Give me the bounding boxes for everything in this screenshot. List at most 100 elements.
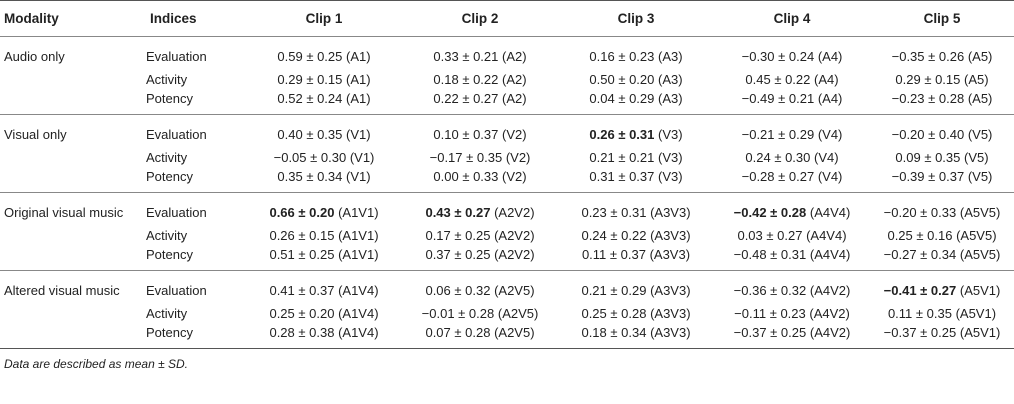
value-cell-clip-1: 0.28 ± 0.38 (A1V4) [246, 325, 402, 349]
mean-sd-value: 0.11 ± 0.35 [887, 306, 952, 321]
index-label: Potency [146, 169, 246, 193]
index-label: Potency [146, 247, 246, 271]
value-cell-clip-5: −0.35 ± 0.26 (A5) [870, 37, 1014, 69]
value-cell-clip-5: 0.11 ± 0.35 (A5V1) [870, 302, 1014, 325]
mean-sd-value: −0.27 ± 0.34 [883, 247, 957, 262]
mean-sd-value: 0.10 ± 0.37 [433, 127, 499, 142]
table-footnote: Data are described as mean ± SD. [4, 357, 189, 371]
value-cell-clip-1: 0.51 ± 0.25 (A1V1) [246, 247, 402, 271]
stimulus-code: (V3) [658, 150, 683, 165]
value-cell-clip-1: 0.66 ± 0.20 (A1V1) [246, 193, 402, 225]
stimulus-code: (V1) [349, 150, 375, 165]
value-cell-clip-5: 0.25 ± 0.16 (A5V5) [870, 224, 1014, 247]
stimulus-code: (V2) [502, 127, 527, 142]
table-row: Activity 0.29 ± 0.15 (A1) 0.18 ± 0.22 (A2)… [0, 68, 1014, 91]
mean-sd-value: 0.40 ± 0.35 [277, 127, 343, 142]
stimulus-code: (A3V3) [650, 283, 691, 298]
results-table: Modality Indices Clip 1 Clip 2 Clip 3 Cl… [0, 0, 1014, 349]
value-cell-clip-4: −0.28 ± 0.27 (V4) [714, 169, 870, 193]
stimulus-code: (V5) [967, 169, 993, 184]
stimulus-code: (A2V2) [494, 247, 535, 262]
value-cell-clip-4: −0.37 ± 0.25 (A4V2) [714, 325, 870, 349]
value-cell-clip-5: −0.37 ± 0.25 (A5V1) [870, 325, 1014, 349]
table-row: Potency 0.51 ± 0.25 (A1V1) 0.37 ± 0.25 (A2… [0, 247, 1014, 271]
stimulus-code: (A4V4) [809, 205, 851, 220]
stimulus-code: (A4) [817, 91, 843, 106]
value-cell-clip-5: −0.27 ± 0.34 (A5V5) [870, 247, 1014, 271]
value-cell-clip-3: 0.11 ± 0.37 (A3V3) [558, 247, 714, 271]
value-cell-clip-4: 0.45 ± 0.22 (A4) [714, 68, 870, 91]
modality-empty-cell [0, 68, 146, 91]
value-cell-clip-1: 0.26 ± 0.15 (A1V1) [246, 224, 402, 247]
mean-sd-value: 0.24 ± 0.30 [745, 150, 811, 165]
header-clip-1: Clip 1 [246, 0, 402, 37]
value-cell-clip-2: 0.07 ± 0.28 (A2V5) [402, 325, 558, 349]
table-row: Potency 0.52 ± 0.24 (A1) 0.22 ± 0.27 (A2) 0… [0, 91, 1014, 115]
stimulus-code: (A2) [502, 49, 527, 64]
value-cell-clip-5: 0.29 ± 0.15 (A5) [870, 68, 1014, 91]
mean-sd-value: 0.50 ± 0.20 [589, 72, 655, 87]
mean-sd-value: 0.09 ± 0.35 [895, 150, 961, 165]
mean-sd-value: 0.26 ± 0.15 [269, 228, 335, 243]
mean-sd-value: 0.04 ± 0.29 [589, 91, 655, 106]
value-cell-clip-1: 0.29 ± 0.15 (A1) [246, 68, 402, 91]
mean-sd-value: 0.21 ± 0.29 [581, 283, 647, 298]
value-cell-clip-5: −0.23 ± 0.28 (A5) [870, 91, 1014, 115]
value-cell-clip-2: 0.10 ± 0.37 (V2) [402, 115, 558, 147]
stimulus-code: (A1V1) [338, 205, 379, 220]
mean-sd-value: 0.11 ± 0.37 [581, 247, 646, 262]
mean-sd-value: 0.16 ± 0.23 [589, 49, 655, 64]
value-cell-clip-4: 0.03 ± 0.27 (A4V4) [714, 224, 870, 247]
mean-sd-value: −0.49 ± 0.21 [741, 91, 815, 106]
mean-sd-value: 0.24 ± 0.22 [581, 228, 647, 243]
stimulus-code: (V1) [346, 169, 371, 184]
header-clip-4: Clip 4 [714, 0, 870, 37]
stimulus-code: (A2V5) [494, 283, 535, 298]
table-row: Activity −0.05 ± 0.30 (V1) −0.17 ± 0.35 (V… [0, 146, 1014, 169]
mean-sd-value: 0.21 ± 0.21 [589, 150, 655, 165]
mean-sd-value: 0.26 ± 0.31 [589, 127, 655, 142]
stimulus-code: (A1V4) [338, 306, 379, 321]
table-row: Audio only Evaluation 0.59 ± 0.25 (A1) 0.33… [0, 37, 1014, 69]
mean-sd-value: 0.43 ± 0.27 [425, 205, 491, 220]
stimulus-code: (V3) [658, 169, 683, 184]
stimulus-code: (A5V5) [959, 205, 1001, 220]
stimulus-code: (V2) [505, 150, 531, 165]
stimulus-code: (A4V4) [809, 247, 851, 262]
stimulus-code: (A2V2) [494, 205, 535, 220]
modality-empty-cell [0, 247, 146, 271]
mean-sd-value: 0.18 ± 0.22 [433, 72, 499, 87]
modality-empty-cell [0, 325, 146, 349]
stimulus-code: (A1) [346, 49, 371, 64]
stimulus-code: (A4V4) [806, 228, 847, 243]
mean-sd-value: 0.06 ± 0.32 [425, 283, 491, 298]
value-cell-clip-4: −0.48 ± 0.31 (A4V4) [714, 247, 870, 271]
stimulus-code: (A5) [967, 49, 993, 64]
value-cell-clip-2: −0.17 ± 0.35 (V2) [402, 146, 558, 169]
mean-sd-value: 0.59 ± 0.25 [277, 49, 343, 64]
mean-sd-value: 0.25 ± 0.28 [581, 306, 647, 321]
modality-empty-cell [0, 169, 146, 193]
stimulus-code: (A2V5) [497, 306, 539, 321]
mean-sd-value: 0.41 ± 0.37 [269, 283, 335, 298]
stimulus-code: (A4V2) [809, 306, 850, 321]
mean-sd-value: −0.37 ± 0.25 [883, 325, 957, 340]
value-cell-clip-1: 0.25 ± 0.20 (A1V4) [246, 302, 402, 325]
value-cell-clip-4: −0.30 ± 0.24 (A4) [714, 37, 870, 69]
mean-sd-value: −0.42 ± 0.28 [733, 205, 807, 220]
mean-sd-value: −0.30 ± 0.24 [741, 49, 815, 64]
stimulus-code: (V5) [967, 127, 993, 142]
stimulus-code: (A5V1) [959, 325, 1001, 340]
index-label: Activity [146, 72, 188, 87]
header-indices: Indices [146, 0, 246, 37]
stimulus-code: (A5) [967, 91, 993, 106]
stimulus-code: (A3) [658, 91, 683, 106]
mean-sd-value: 0.66 ± 0.20 [269, 205, 335, 220]
header-clip-2: Clip 2 [402, 0, 558, 37]
stimulus-code: (A2V5) [494, 325, 535, 340]
mean-sd-value: 0.28 ± 0.38 [269, 325, 335, 340]
stimulus-code: (A3) [658, 72, 683, 87]
stimulus-code: (V4) [814, 150, 839, 165]
mean-sd-value: 0.45 ± 0.22 [745, 72, 811, 87]
